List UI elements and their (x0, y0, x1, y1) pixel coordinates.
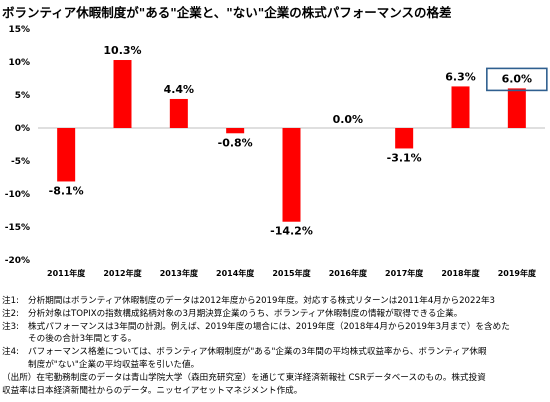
highlight-box (486, 67, 548, 92)
bar (507, 88, 526, 128)
bar (282, 128, 301, 222)
note-line: 注4: パフォーマンス格差については、ボランティア休暇制度が"ある"企業の3年間の… (2, 346, 548, 359)
notes: 注1: 分析期間はボランティア休暇制度のデータは2012年度から2019年度。対応… (2, 295, 548, 397)
y-tick-label: -10% (5, 190, 30, 200)
x-tick-label: 2015年度 (272, 268, 311, 278)
note-id: 注3: (2, 321, 19, 332)
x-tick-label: 2011年度 (47, 268, 86, 278)
note-text: 分析期間はボランティア休暇制度のデータは2012年度から2019年度。対応する株… (28, 296, 496, 306)
y-tick-label: 15% (8, 25, 30, 35)
chart-title: ボランティア休暇制度が"ある"企業と、"ない"企業の株式パフォーマンスの格差 (2, 5, 452, 20)
data-label: 6.3% (445, 70, 476, 83)
y-tick-label: -20% (5, 256, 30, 266)
x-tick-label: 2017年度 (385, 268, 424, 278)
note-line: 注1: 分析期間はボランティア休暇制度のデータは2012年度から2019年度。対応… (2, 295, 548, 308)
bar (395, 128, 414, 149)
note-text: 制度が"ない"企業の平均収益率を引いた値。 (28, 359, 200, 370)
bar (113, 60, 132, 128)
bar (169, 98, 188, 128)
data-labels: -8.1% 10.3% 4.4% -0.8% -14.2% 0.0% -3.1% 6.3% 6.… (49, 44, 532, 238)
data-label: -14.2% (270, 225, 313, 238)
note-line: 注3: 株式パフォーマンスは3年間の計測。例えば、2019年度の場合には、2019… (2, 321, 548, 334)
note-id: 注4: (2, 347, 19, 358)
x-tick-label: 2014年度 (216, 268, 255, 278)
note-line: 注2: 分析対象はTOPIXの指数構成銘柄対象の3月期決算企業のうち、ボランティア… (2, 308, 548, 321)
note-text: その後の合計3年間とする。 (28, 334, 137, 345)
x-tick-label: 2012年度 (103, 268, 142, 278)
note-text: 収益率は日本経済新聞社からのデータ。ニッセイアセットマネジメント作成。 (2, 385, 303, 396)
bar-chart: 15% 10% 5% 0% -5% -10% -15% -20% -8.1% 10.3% 4.4%… (5, 25, 548, 278)
x-tick-label: 2016年度 (329, 268, 368, 278)
y-tick-label: 5% (15, 91, 30, 101)
bar (226, 128, 245, 134)
x-axis-labels: 2011年度 2012年度 2013年度 2014年度 2015年度 2016年度 2017… (47, 268, 537, 278)
note-line: 制度が"ない"企業の平均収益率を引いた値。 (2, 359, 548, 372)
data-label: 0.0% (333, 113, 364, 126)
note-text: パフォーマンス格差については、ボランティア休暇制度が"ある"企業の3年間の平均株… (28, 347, 487, 358)
note-line: 収益率は日本経済新聞社からのデータ。ニッセイアセットマネジメント作成。 (2, 385, 548, 398)
x-tick-label: 2018年度 (441, 268, 480, 278)
data-label: 10.3% (103, 44, 141, 57)
data-label: -3.1% (387, 151, 422, 164)
x-tick-label: 2013年度 (160, 268, 199, 278)
y-axis-ticks: 15% 10% 5% 0% -5% -10% -15% -20% (5, 25, 30, 266)
data-label: -8.1% (49, 184, 84, 197)
note-text: 株式パフォーマンスは3年間の計測。例えば、2019年度の場合には、2019年度（… (28, 321, 510, 332)
data-label: 6.0% (502, 72, 533, 85)
note-text: （出所）在宅勤務制度のデータは青山学院大学（森田充研究室）を通じて東洋経済新報社… (2, 372, 486, 383)
y-tick-label: -5% (11, 157, 30, 167)
bar (57, 128, 76, 182)
y-tick-label: 10% (8, 58, 30, 68)
note-text: 分析対象はTOPIXの指数構成銘柄対象の3月期決算企業のうち、ボランティア休暇制… (28, 308, 463, 319)
y-tick-label: -15% (5, 223, 30, 233)
bar (451, 86, 470, 128)
note-id: 注1: (2, 296, 19, 306)
bars (57, 60, 526, 222)
y-tick-label: 0% (15, 124, 30, 134)
note-id: 注2: (2, 308, 19, 319)
data-label: -0.8% (218, 136, 253, 149)
data-label: 4.4% (164, 83, 195, 96)
note-line: （出所）在宅勤務制度のデータは青山学院大学（森田充研究室）を通じて東洋経済新報社… (2, 372, 548, 385)
note-line: その後の合計3年間とする。 (2, 333, 548, 346)
x-tick-label: 2019年度 (498, 268, 537, 278)
